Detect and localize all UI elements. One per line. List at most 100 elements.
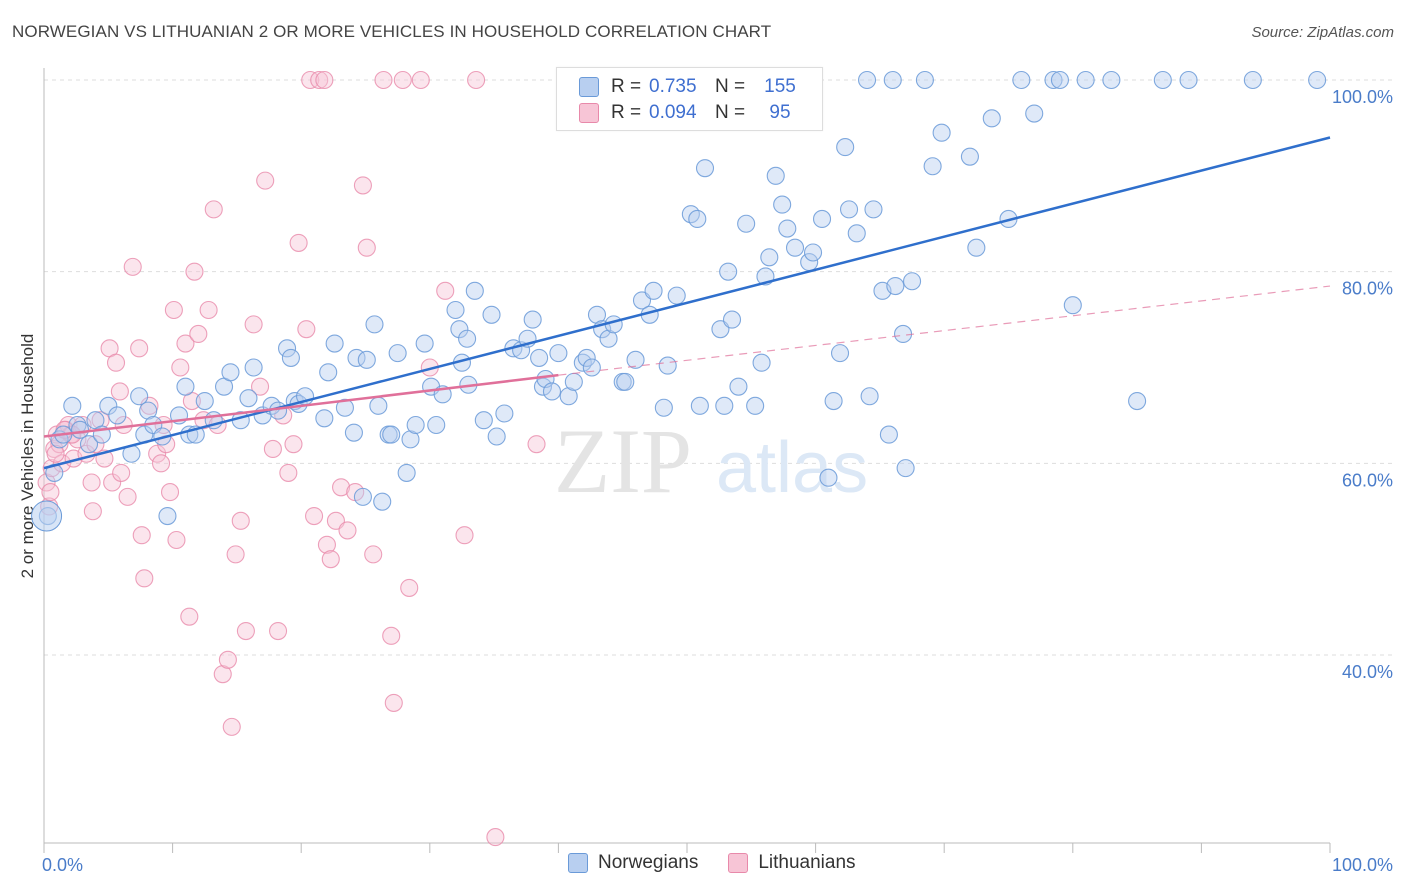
norwegian-point (932, 123, 951, 142)
lithuanian-point (353, 176, 372, 195)
stats-legend: R = 0.735 N = 155 R = 0.094 N = 95 (556, 67, 823, 131)
lithuanian-point (436, 281, 455, 300)
legend-n-value: 95 (769, 102, 791, 123)
lithuanian-point (364, 545, 383, 564)
legend-row-norwegians: R = 0.735 N = 155 (579, 73, 805, 101)
norwegian-point (357, 350, 376, 369)
norwegian-point (599, 329, 618, 348)
norwegian-legend-swatch (568, 853, 588, 873)
norwegian-point (415, 334, 434, 353)
norwegian-point (369, 396, 388, 415)
lithuanian-point (297, 320, 316, 339)
lithuanian-point (310, 70, 329, 90)
norwegian-point (886, 276, 905, 296)
norwegian-point (325, 334, 344, 353)
norwegian-point (427, 415, 446, 435)
norwegian-point (221, 363, 240, 382)
lithuanian-point (263, 439, 282, 459)
norwegian-point (373, 492, 392, 511)
lithuanian-point (83, 502, 102, 521)
norwegian-point (158, 506, 177, 526)
norwegian-point (542, 382, 562, 401)
norwegian-point (482, 305, 501, 324)
y-tick-label: 80.0% (1342, 279, 1393, 299)
norwegian-point (1076, 70, 1095, 90)
norwegian-point (722, 310, 742, 329)
y-tick-label: 60.0% (1342, 470, 1393, 490)
lithuanian-point (41, 483, 60, 502)
norwegian-point (244, 358, 263, 377)
lithuanian-point (382, 626, 401, 645)
lithuanian-point (151, 454, 171, 473)
lithuanian-swatch (579, 103, 599, 123)
norwegian-point (644, 281, 663, 300)
legend-r-value: 0.094 (649, 102, 697, 123)
norwegian-point (564, 372, 583, 391)
lithuanian-point (486, 828, 505, 847)
lithuanian-point (164, 300, 183, 320)
lithuanian-point (411, 70, 430, 90)
norwegian-point (130, 387, 149, 406)
lithuanian-point (46, 444, 65, 463)
norwegian-point (695, 159, 715, 178)
norwegian-point (281, 348, 300, 367)
lithuanian-point (321, 550, 340, 569)
norwegian-point (860, 387, 879, 406)
norwegian-point (63, 396, 82, 415)
norwegian-point (626, 350, 645, 369)
lithuanian-trend-line (43, 373, 559, 438)
norwegian-point (879, 425, 898, 444)
norwegian-point (785, 238, 805, 257)
norwegian-point (902, 272, 922, 291)
norwegian-point (746, 396, 765, 415)
norwegian-point (108, 406, 127, 425)
norwegian-point (79, 435, 99, 454)
tick-labels: 40.0% 60.0% 80.0% 100.0% 0.0% 100.0% (42, 87, 1393, 875)
norwegian-point (549, 344, 568, 363)
legend-n-value: 155 (764, 76, 796, 97)
lithuanian-point (305, 506, 324, 526)
norwegian-point (864, 200, 883, 219)
lithuanian-point (103, 473, 122, 492)
legend-row-lithuanians: R = 0.094 N = 95 (579, 99, 805, 127)
lithuanian-point (123, 257, 142, 276)
norwegian-point (688, 209, 707, 229)
norwegian-point (690, 396, 709, 415)
norwegian-point (839, 200, 859, 219)
lithuanian-point (315, 70, 334, 90)
chart-title: NORWEGIAN VS LITHUANIAN 2 OR MORE VEHICL… (12, 22, 772, 41)
lithuanian-point (86, 435, 105, 454)
norwegian-point (632, 291, 652, 310)
norwegian-trend-line (43, 136, 1331, 470)
norwegian-point (654, 398, 673, 417)
norwegian-point (803, 243, 823, 262)
norwegian-point (1050, 70, 1069, 90)
legend-r-value: 0.735 (649, 76, 697, 97)
norwegian-point (711, 320, 730, 339)
norwegian-point (658, 356, 677, 375)
norwegian-point (819, 468, 838, 487)
norwegian-point (335, 398, 354, 417)
lithuanian-point (110, 382, 129, 401)
lithuanian-point (118, 487, 137, 506)
lithuanian-point (167, 530, 186, 550)
x-tick-label: 100.0% (1332, 855, 1393, 875)
norwegian-point (737, 214, 756, 233)
norwegian-swatch (579, 77, 599, 97)
norwegian-cluster-point (31, 500, 63, 532)
norwegian-point (397, 463, 416, 482)
lithuanian-point (213, 665, 232, 684)
norwegian-point (896, 459, 915, 478)
y-tick-label: 40.0% (1342, 662, 1393, 682)
lithuanian-point (332, 478, 351, 497)
lithuanian-point (176, 334, 195, 353)
norwegian-point (353, 487, 372, 506)
norwegian-point (883, 70, 902, 90)
watermark-zip: ZIP (554, 410, 692, 512)
lithuanian-point (357, 238, 376, 257)
source-label: Source: ZipAtlas.com (1251, 24, 1394, 41)
lithuanian-point (132, 526, 151, 545)
norwegian-point (836, 138, 855, 157)
norwegian-point (752, 353, 771, 372)
